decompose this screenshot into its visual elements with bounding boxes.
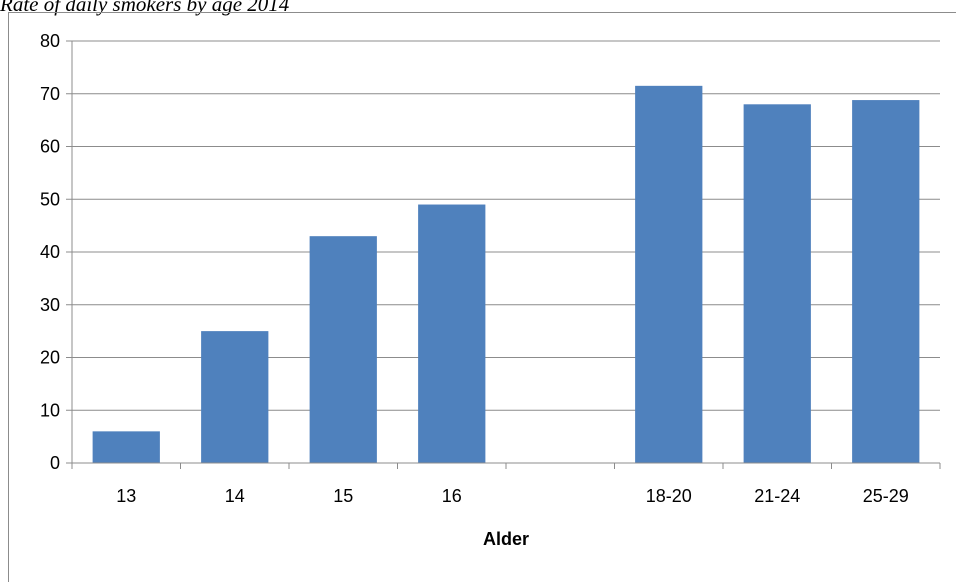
bars — [92, 85, 920, 464]
axes — [66, 40, 941, 469]
y-tick-label: 70 — [40, 84, 60, 104]
bar-14 — [201, 331, 269, 463]
y-tick-label: 0 — [50, 453, 60, 473]
x-tick-label: 25-29 — [863, 486, 909, 506]
x-tick-label: 16 — [442, 486, 462, 506]
y-tick-label: 80 — [40, 31, 60, 51]
chart-frame — [8, 12, 956, 582]
y-tick-labels: 0 10 20 30 40 50 60 70 80 — [40, 31, 60, 473]
y-tick-label: 10 — [40, 400, 60, 420]
x-tick-label: 15 — [333, 486, 353, 506]
y-tick-label: 60 — [40, 137, 60, 157]
bar-13 — [92, 431, 160, 463]
x-tick-label: 13 — [116, 486, 136, 506]
bar-18-20 — [635, 85, 703, 464]
y-tick-label: 50 — [40, 189, 60, 209]
y-tick-label: 30 — [40, 295, 60, 315]
y-tick-label: 20 — [40, 348, 60, 368]
x-tick-labels: 13 14 15 16 18-20 21-24 25-29 — [116, 486, 909, 506]
x-tick-label: 18-20 — [646, 486, 692, 506]
bar-25-29 — [852, 100, 920, 463]
bar-15 — [309, 236, 377, 463]
bar-16 — [418, 204, 486, 463]
bar-21-24 — [743, 104, 811, 464]
x-tick-label: 14 — [225, 486, 245, 506]
y-tick-label: 40 — [40, 242, 60, 262]
x-axis-title: Alder — [483, 529, 529, 549]
x-tick-label: 21-24 — [754, 486, 800, 506]
